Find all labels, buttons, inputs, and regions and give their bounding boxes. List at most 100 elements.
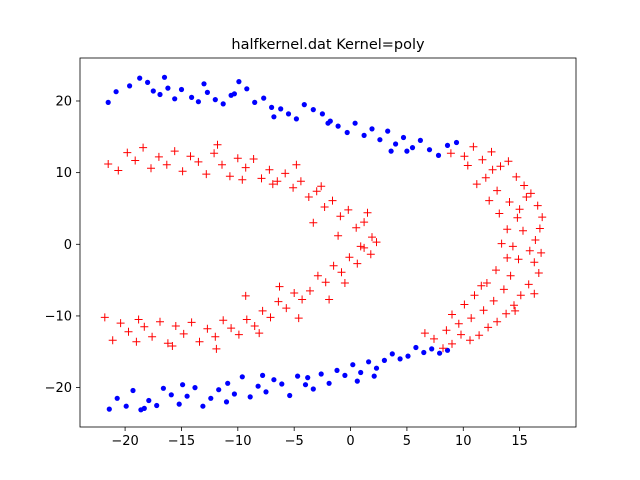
data-point — [385, 128, 391, 134]
data-point — [220, 101, 226, 107]
data-point — [114, 395, 120, 401]
data-point — [123, 403, 129, 409]
data-point — [225, 380, 231, 386]
y-tick-label: −10 — [45, 309, 72, 324]
data-point — [354, 378, 360, 384]
data-point — [257, 174, 266, 183]
data-point — [460, 300, 469, 309]
y-tick-label: 10 — [55, 166, 72, 181]
data-point — [373, 365, 380, 371]
data-point — [520, 181, 529, 190]
data-point — [413, 344, 419, 351]
data-point — [533, 201, 542, 210]
data-point — [178, 86, 185, 93]
data-point — [516, 291, 525, 300]
data-point — [477, 281, 486, 290]
data-point — [204, 89, 210, 95]
data-point — [369, 126, 375, 132]
data-point — [275, 282, 284, 291]
data-point — [489, 296, 498, 305]
data-point — [231, 91, 237, 97]
data-point — [290, 289, 299, 297]
data-point — [353, 259, 362, 268]
data-point — [104, 160, 113, 168]
data-point — [211, 332, 220, 341]
data-point — [124, 327, 133, 336]
data-point — [146, 397, 152, 404]
data-point — [420, 329, 429, 338]
data-point — [168, 342, 177, 350]
data-point — [265, 165, 274, 174]
data-point — [448, 310, 456, 319]
data-point — [137, 75, 143, 81]
data-point — [493, 317, 502, 326]
data-point — [168, 392, 174, 398]
data-point — [514, 255, 523, 264]
data-point — [337, 268, 346, 277]
data-point — [442, 326, 451, 335]
data-point — [106, 406, 112, 412]
data-point — [426, 147, 433, 153]
data-point — [515, 205, 524, 214]
data-point — [310, 107, 316, 113]
data-point — [513, 213, 522, 222]
data-point — [172, 96, 178, 102]
data-point — [535, 224, 544, 233]
data-point — [493, 186, 502, 195]
data-point — [210, 149, 219, 158]
data-point — [356, 242, 365, 251]
data-point — [127, 83, 133, 89]
axes: −20 −15 −10 −5 0 5 10 15 −20 −10 0 10 20 — [45, 57, 577, 449]
data-point — [255, 383, 261, 389]
data-point — [350, 362, 356, 368]
data-point — [312, 187, 321, 196]
data-point — [266, 313, 275, 322]
data-point — [255, 329, 264, 338]
axes-frame — [79, 57, 577, 428]
data-point — [148, 332, 157, 341]
data-point — [393, 141, 399, 147]
data-point — [163, 339, 172, 348]
data-point — [295, 373, 301, 379]
data-point — [522, 193, 531, 201]
x-tick-label: 10 — [455, 434, 472, 449]
data-point — [114, 166, 123, 175]
data-point — [271, 377, 277, 383]
data-point — [225, 172, 234, 181]
data-point — [161, 74, 168, 80]
data-point — [244, 86, 250, 92]
data-point — [340, 279, 349, 287]
data-point — [165, 85, 171, 91]
plot-area — [100, 74, 547, 413]
data-point — [195, 337, 204, 346]
data-point — [360, 243, 369, 252]
data-point — [145, 79, 151, 85]
data-point — [189, 94, 195, 100]
data-point — [460, 152, 469, 161]
data-point — [100, 313, 109, 322]
data-point — [279, 381, 285, 387]
data-point — [496, 162, 505, 171]
data-point — [334, 231, 343, 240]
data-point — [400, 134, 407, 141]
data-point — [296, 177, 305, 186]
data-point — [212, 97, 218, 103]
data-point — [530, 289, 539, 298]
data-point — [345, 253, 354, 262]
data-point — [242, 315, 251, 324]
data-point — [318, 371, 324, 377]
data-point — [492, 266, 500, 275]
data-point — [506, 271, 515, 280]
data-point — [241, 163, 250, 172]
data-point — [454, 319, 463, 328]
data-point — [213, 140, 222, 149]
data-point — [437, 350, 443, 356]
data-point — [366, 250, 375, 259]
data-point — [381, 357, 387, 363]
data-point — [238, 175, 247, 184]
data-point — [298, 295, 307, 304]
data-point — [435, 152, 442, 158]
data-point — [263, 389, 269, 395]
data-point — [499, 285, 508, 294]
data-point — [184, 393, 190, 399]
